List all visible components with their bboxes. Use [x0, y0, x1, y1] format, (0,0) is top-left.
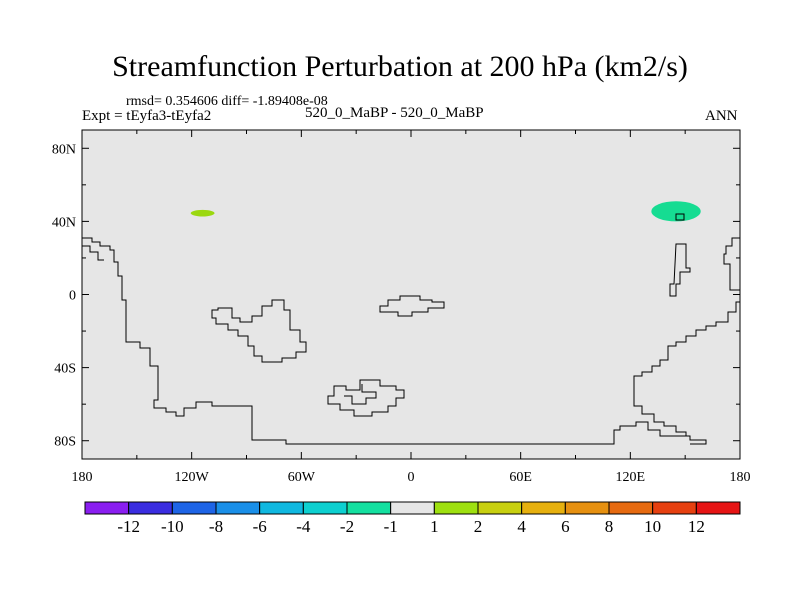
lat-tick-label: 40S: [54, 362, 76, 377]
colorbar-swatch-4: [259, 501, 304, 515]
colorbar-swatch-0: [84, 501, 130, 515]
colorbar-swatch-6: [346, 501, 392, 515]
contour-features: [190, 201, 701, 222]
lon-tick-label: 120W: [175, 470, 210, 485]
lon-tick-label: 180: [730, 470, 751, 485]
colorbar-swatch-10: [521, 501, 566, 515]
colorbar-label: -4: [296, 517, 311, 536]
colorbar-swatch-8: [433, 501, 479, 515]
contour-region-0: [190, 209, 215, 217]
coastline-small-box: [675, 213, 685, 221]
colorbar-label: -2: [340, 517, 354, 536]
season-label: ANN: [705, 108, 738, 124]
colorbar-label: -1: [384, 517, 398, 536]
coastline-island-north: [379, 295, 445, 317]
colorbar-swatch-7: [390, 501, 435, 515]
colorbar-label: 1: [430, 517, 439, 536]
coastline-asia: [723, 237, 740, 291]
lon-tick-label: 60E: [509, 470, 532, 485]
coastline-island-inner: [344, 384, 377, 405]
colorbar-label: 6: [561, 517, 570, 536]
lon-tick-label: 120E: [616, 470, 646, 485]
colorbar-label: 12: [688, 517, 705, 536]
map-background: [82, 130, 740, 459]
axis-ticks: 80N 40N 0 40S 80S 180 120W 60W 0 60E 120E 180: [52, 130, 751, 485]
lon-tick-label: 0: [408, 470, 415, 485]
colorbar-label: -8: [209, 517, 223, 536]
stats-text: rmsd= 0.354606 diff= -1.89408e-08: [126, 94, 328, 109]
colorbar-swatch-5: [302, 501, 348, 515]
colorbar-label: 4: [517, 517, 526, 536]
coastlines: [82, 213, 740, 445]
colorbar-swatch-3: [215, 501, 261, 515]
coastline-australia: [327, 379, 405, 417]
colorbar-label: -6: [253, 517, 267, 536]
colorbar-swatch-2: [171, 501, 217, 515]
colorbar-label: -12: [117, 517, 140, 536]
lat-tick-label: 0: [69, 289, 76, 304]
colorbar: -12 -10 -8 -6 -4 -2 -1 1 2 4 6 8 10 12: [84, 501, 741, 536]
colorbar-swatch-14: [695, 501, 741, 515]
colorbar-swatch-1: [128, 501, 173, 515]
coastline-africa: [211, 299, 307, 363]
coastline-south-blob: [82, 245, 104, 261]
colorbar-swatch-9: [477, 501, 523, 515]
colorbar-swatch-12: [608, 501, 654, 515]
colorbar-swatch-11: [564, 501, 610, 515]
colorbar-label: 2: [474, 517, 483, 536]
lat-tick-label: 80N: [52, 142, 76, 157]
plot-title: Streamfunction Perturbation at 200 hPa (…: [112, 50, 688, 83]
colorbar-swatch-13: [652, 501, 697, 515]
colorbar-label: -10: [161, 517, 184, 536]
colorbar-label: 8: [605, 517, 614, 536]
lon-tick-label: 180: [72, 470, 93, 485]
lon-tick-label: 60W: [288, 470, 316, 485]
lat-tick-label: 40N: [52, 215, 76, 230]
case-label: 520_0_MaBP - 520_0_MaBP: [305, 105, 484, 121]
contour-region-1: [651, 201, 701, 222]
experiment-label: Expt = tEyfa3-tEyfa2: [82, 108, 212, 124]
coastline-americas: [82, 237, 707, 445]
coastline-east: [633, 301, 740, 436]
colorbar-label: 10: [644, 517, 661, 536]
lat-tick-label: 80S: [54, 435, 76, 450]
coastline-peninsula: [669, 243, 691, 297]
